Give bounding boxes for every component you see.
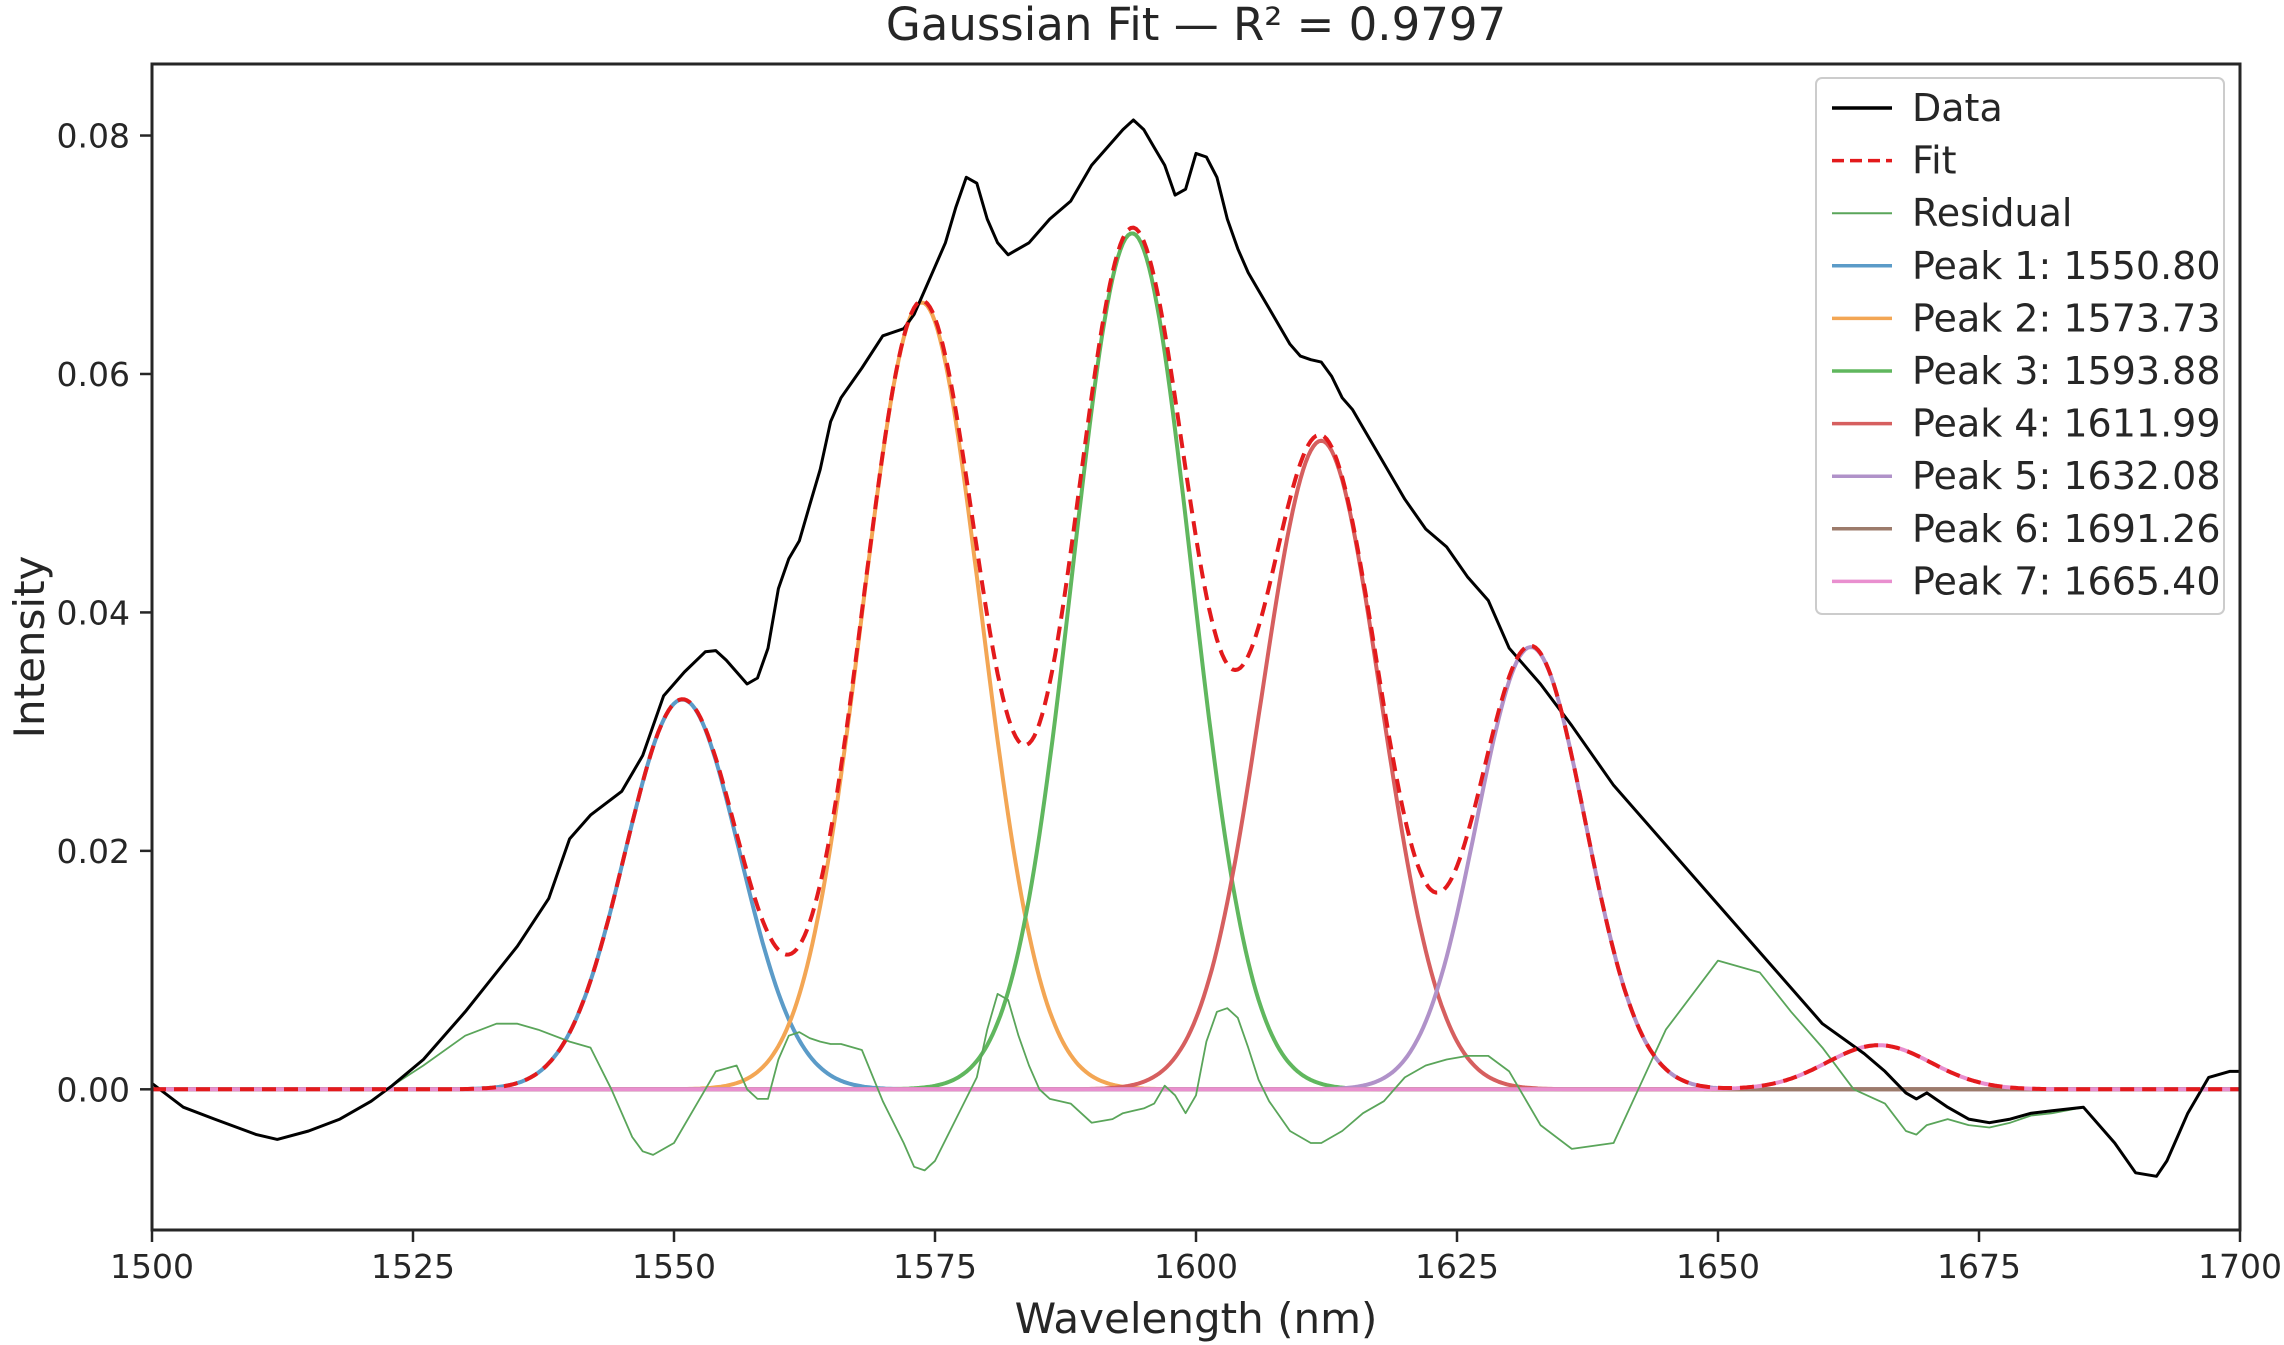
x-tick-label: 1700 (2198, 1247, 2282, 1286)
legend-label-peak7: Peak 7: 1665.40 (1912, 559, 2221, 603)
chart-title: Gaussian Fit — R² = 0.9797 (886, 0, 1506, 51)
y-tick-label: 0.02 (57, 832, 130, 871)
y-tick-label: 0.06 (57, 355, 130, 394)
y-tick-label: 0.04 (57, 593, 130, 632)
x-tick-label: 1500 (110, 1247, 194, 1286)
x-tick-label: 1575 (893, 1247, 977, 1286)
y-axis: 0.00 0.02 0.04 0.06 0.08 (57, 117, 152, 1109)
fit-line (152, 225, 2240, 1092)
legend-label-data: Data (1912, 86, 2003, 130)
y-tick-label: 0.08 (57, 117, 130, 156)
x-tick-label: 1600 (1154, 1247, 1238, 1286)
legend-label-peak6: Peak 6: 1691.26 (1912, 507, 2221, 551)
legend-label-peak4: Peak 4: 1611.99 (1912, 402, 2221, 446)
x-axis: 1500 1525 1550 1575 1600 1625 1650 1675 1700 (110, 1230, 2282, 1286)
legend-label-fit: Fit (1912, 139, 1957, 183)
x-axis-label: Wavelength (nm) (1015, 1294, 1378, 1343)
y-axis-label: Intensity (5, 556, 54, 739)
legend-label-residual: Residual (1912, 191, 2072, 235)
legend-label-peak5: Peak 5: 1632.08 (1912, 454, 2221, 498)
legend-label-peak3: Peak 3: 1593.88 (1912, 349, 2221, 393)
legend-label-peak1: Peak 1: 1550.80 (1912, 244, 2221, 288)
y-tick-label: 0.00 (57, 1070, 130, 1109)
legend-box (1815, 77, 2225, 615)
x-tick-label: 1525 (371, 1247, 455, 1286)
data-line (152, 118, 2240, 1178)
legend: Data Fit Residual Peak 1: 1550.80 Peak 2: 15… (1815, 77, 2225, 615)
x-tick-label: 1625 (1415, 1247, 1499, 1286)
legend-label-peak2: Peak 2: 1573.73 (1912, 296, 2221, 340)
x-tick-label: 1675 (1937, 1247, 2021, 1286)
plot-lines (152, 118, 2240, 1178)
residual-line (152, 959, 2240, 1178)
x-tick-label: 1650 (1676, 1247, 1760, 1286)
x-tick-label: 1550 (632, 1247, 716, 1286)
